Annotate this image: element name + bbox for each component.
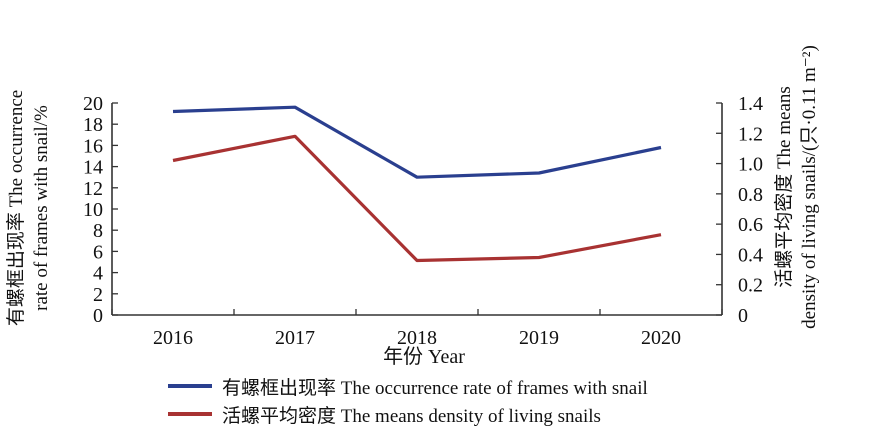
- y-left-title-line: 有螺框出现率 The occurrence: [5, 90, 27, 326]
- series-line-density: [172, 134, 662, 263]
- y-left-tick-label: 6: [93, 241, 103, 263]
- y-left-tick-label: 18: [83, 114, 103, 136]
- x-tick-label: 2020: [641, 327, 681, 349]
- y-right-tick-label: 0.4: [738, 244, 763, 266]
- y-right-tick-label: 1.4: [738, 93, 763, 115]
- y-right-tick-label: 0.8: [738, 184, 763, 206]
- legend: 有螺框出现率 The occurrence rate of frames wit…: [168, 372, 648, 428]
- y-left-tick-label: 20: [83, 93, 103, 115]
- y-left-tick-label: 8: [93, 220, 103, 242]
- legend-item-occurrence: 有螺框出现率 The occurrence rate of frames wit…: [168, 372, 648, 400]
- y-left-title-line: rate of frames with snail/%: [31, 105, 52, 311]
- tick-labels: 0246810121416182000.20.40.60.81.01.21.42…: [83, 93, 763, 349]
- x-tick-label: 2018: [397, 327, 437, 349]
- y-axis-right-title: 活螺平均密度 The means density of living snails…: [773, 45, 820, 329]
- y-left-tick-label: 16: [83, 135, 103, 157]
- x-tick-label: 2019: [519, 327, 559, 349]
- x-tick-label: 2017: [275, 327, 315, 349]
- y-right-tick-label: 1.0: [738, 154, 763, 176]
- y-left-tick-label: 10: [83, 199, 103, 221]
- legend-swatch-occurrence: [168, 384, 212, 388]
- axes: [111, 102, 723, 316]
- y-left-tick-label: 4: [93, 263, 103, 285]
- legend-label-density: 活螺平均密度 The means density of living snail…: [222, 405, 601, 427]
- y-right-tick-label: 0.6: [738, 214, 763, 236]
- y-left-tick-label: 12: [83, 178, 103, 200]
- x-axis-title: 年份 Year: [383, 345, 465, 368]
- series-lines: [172, 105, 662, 263]
- y-right-tick-label: 1.2: [738, 123, 763, 145]
- y-left-tick-label: 0: [93, 305, 103, 327]
- y-axis-left-title: 有螺框出现率 The occurrence rate of frames with…: [5, 90, 52, 326]
- series-line-occurrence: [172, 105, 662, 179]
- y-right-title-text: 活螺平均密度 The means density of living snails…: [773, 45, 820, 329]
- y-right-tick-label: 0: [738, 305, 748, 327]
- y-left-tick-label: 2: [93, 284, 103, 306]
- legend-item-density: 活螺平均密度 The means density of living snail…: [168, 400, 648, 428]
- y-right-title-line: 活螺平均密度 The means: [773, 86, 795, 288]
- y-right-tick-label: 0.2: [738, 275, 763, 297]
- y-right-title-line: density of living snails/(只·0.11 m⁻²): [799, 45, 820, 329]
- y-left-tick-label: 14: [83, 157, 103, 179]
- x-tick-label: 2016: [153, 327, 193, 349]
- legend-swatch-density: [168, 412, 212, 416]
- y-left-title-text: 有螺框出现率 The occurrence rate of frames with…: [5, 90, 52, 326]
- legend-label-occurrence: 有螺框出现率 The occurrence rate of frames wit…: [222, 377, 648, 399]
